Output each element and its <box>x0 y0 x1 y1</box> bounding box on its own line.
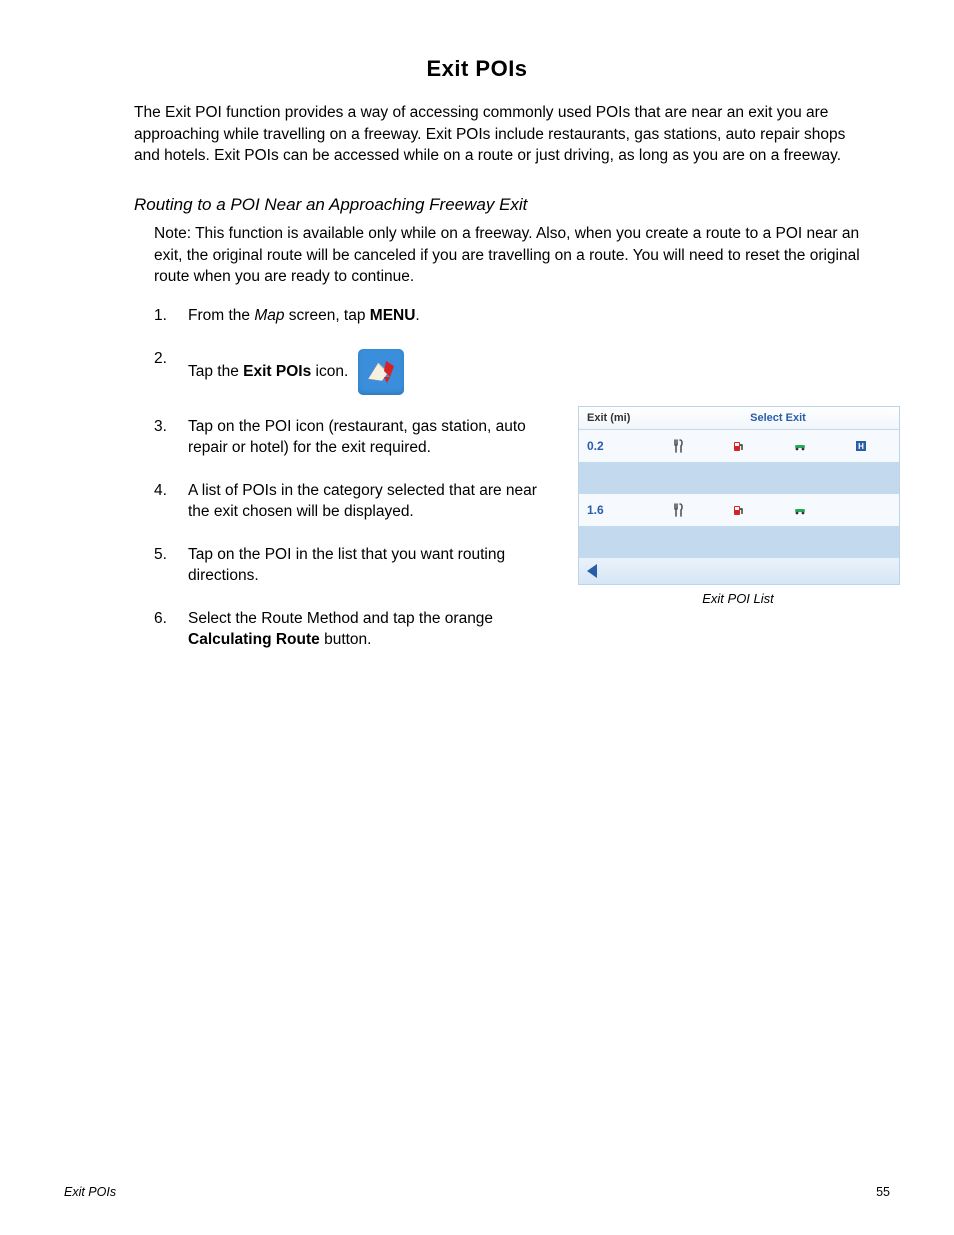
exit-row[interactable]: 0.2 H <box>579 430 899 462</box>
step-text: Select the Route Method and tap the oran… <box>188 610 493 627</box>
step-text: . <box>415 307 419 324</box>
gas-icon[interactable] <box>731 502 747 518</box>
back-icon[interactable] <box>587 564 597 578</box>
step-text: From the <box>188 307 254 324</box>
exit-row[interactable]: 1.6 <box>579 494 899 526</box>
note-paragraph: Note: This function is available only wh… <box>154 223 870 288</box>
page-number: 55 <box>876 1185 890 1199</box>
step-text: Tap the <box>188 363 243 380</box>
repair-icon[interactable] <box>792 502 808 518</box>
exit-pois-icon <box>358 349 404 395</box>
step-4: 4. A list of POIs in the category select… <box>154 481 554 523</box>
header-exit-label: Exit (mi) <box>579 412 677 424</box>
step-text: Tap on the POI icon (restaurant, gas sta… <box>188 417 554 459</box>
icon-placeholder <box>853 502 869 518</box>
step-2: 2. Tap the Exit POIs icon. <box>154 349 554 395</box>
step-number: 4. <box>154 481 188 523</box>
footer-section-name: Exit POIs <box>64 1185 116 1199</box>
step-text: Tap on the POI in the list that you want… <box>188 545 554 587</box>
step-text-bold: Exit POIs <box>243 363 311 380</box>
step-number: 2. <box>154 349 188 395</box>
exit-poi-list-screenshot: Exit (mi) Select Exit 0.2 <box>578 406 900 585</box>
step-number: 1. <box>154 306 188 327</box>
exit-row-empty <box>579 462 899 494</box>
exit-distance: 1.6 <box>579 503 647 517</box>
repair-icon[interactable] <box>792 438 808 454</box>
step-text-bold: Calculating Route <box>188 631 320 648</box>
step-number: 6. <box>154 609 188 651</box>
step-5: 5. Tap on the POI in the list that you w… <box>154 545 554 587</box>
step-text-bold: MENU <box>370 307 416 324</box>
step-number: 3. <box>154 417 188 459</box>
restaurant-icon[interactable] <box>670 438 686 454</box>
steps-list: 1. From the Map screen, tap MENU. 2. Tap… <box>154 306 554 650</box>
exit-distance: 0.2 <box>579 439 647 453</box>
exit-row-empty <box>579 526 899 558</box>
step-number: 5. <box>154 545 188 587</box>
section-subheading: Routing to a POI Near an Approaching Fre… <box>134 195 890 215</box>
step-text: icon. <box>311 363 348 380</box>
page-footer: Exit POIs 55 <box>64 1185 890 1199</box>
step-text: screen, tap <box>284 307 369 324</box>
step-text: A list of POIs in the category selected … <box>188 481 554 523</box>
screenshot-header: Exit (mi) Select Exit <box>579 407 899 430</box>
screenshot-footer <box>579 558 899 584</box>
restaurant-icon[interactable] <box>670 502 686 518</box>
step-text-em: Map <box>254 307 284 324</box>
intro-paragraph: The Exit POI function provides a way of … <box>134 102 870 167</box>
hotel-icon[interactable]: H <box>853 438 869 454</box>
step-3: 3. Tap on the POI icon (restaurant, gas … <box>154 417 554 459</box>
step-text: button. <box>320 631 372 648</box>
gas-icon[interactable] <box>731 438 747 454</box>
page-title: Exit POIs <box>64 56 890 82</box>
header-select-exit: Select Exit <box>677 412 879 424</box>
screenshot-caption: Exit POI List <box>578 591 898 606</box>
step-6: 6. Select the Route Method and tap the o… <box>154 609 554 651</box>
svg-text:H: H <box>858 442 864 451</box>
step-1: 1. From the Map screen, tap MENU. <box>154 306 554 327</box>
